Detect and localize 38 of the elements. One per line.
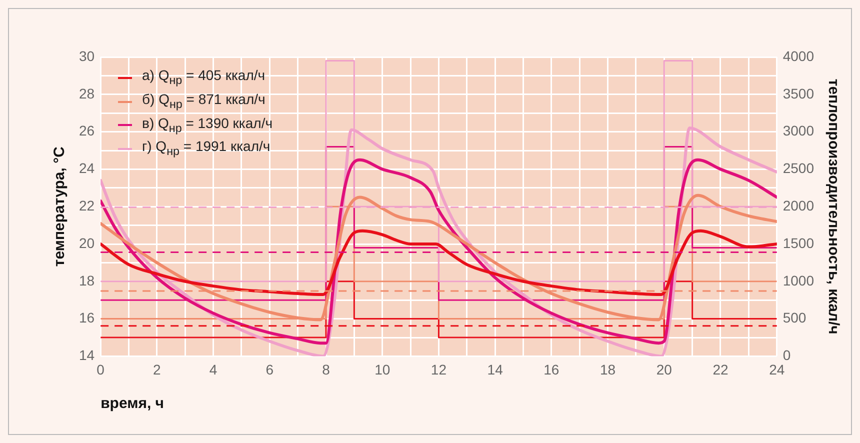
x-axis-title: время, ч bbox=[100, 395, 164, 412]
y2-tick-label: 3500 bbox=[782, 85, 814, 102]
y-tick-label: 14 bbox=[78, 347, 95, 364]
x-tick-label: 2 bbox=[153, 361, 162, 378]
y-tick-label: 16 bbox=[78, 310, 95, 326]
y-tick-label: 22 bbox=[78, 197, 95, 214]
y-tick-label: 26 bbox=[78, 122, 95, 139]
legend-label: г) Q$_{нр}$ = 1991 ккал/ч bbox=[142, 137, 270, 160]
y2-axis-title: теплопроизводительность, ккал/ч bbox=[824, 78, 842, 334]
x-tick-label: 18 bbox=[600, 361, 616, 378]
x-tick-label: 20 bbox=[656, 361, 672, 378]
x-tick-label: 10 bbox=[374, 361, 390, 378]
legend-label: в) Q$_{нр}$ = 1390 ккал/ч bbox=[142, 114, 272, 136]
x-tick-label: 0 bbox=[96, 361, 105, 378]
x-tick-label: 4 bbox=[209, 361, 218, 378]
legend-label: а) Q$_{нр}$ = 405 ккал/ч bbox=[142, 66, 266, 89]
y-tick-label: 20 bbox=[78, 234, 95, 251]
x-tick-label: 12 bbox=[430, 361, 447, 378]
x-tick-label: 22 bbox=[712, 361, 728, 378]
x-tick-label: 8 bbox=[322, 361, 330, 378]
x-tick-label: 24 bbox=[769, 361, 785, 378]
y-tick-label: 30 bbox=[78, 48, 95, 64]
y-tick-label: 24 bbox=[78, 160, 95, 176]
y-tick-label: 28 bbox=[78, 85, 95, 102]
y2-tick-label: 0 bbox=[782, 347, 791, 364]
y2-tick-label: 1000 bbox=[782, 272, 814, 288]
y2-tick-label: 2000 bbox=[782, 197, 814, 214]
y2-tick-label: 3000 bbox=[782, 122, 814, 139]
x-tick-label: 14 bbox=[487, 361, 504, 378]
y-axis-title: температура, °С bbox=[51, 146, 68, 267]
y-tick-label: 18 bbox=[78, 272, 95, 288]
y2-tick-label: 2500 bbox=[782, 160, 814, 176]
legend-label: б) Q$_{нр}$ = 871 ккал/ч bbox=[142, 90, 266, 113]
x-tick-label: 6 bbox=[266, 361, 274, 378]
x-tick-label: 16 bbox=[544, 361, 560, 378]
y2-tick-label: 500 bbox=[782, 310, 806, 326]
y2-tick-label: 4000 bbox=[782, 48, 814, 64]
y2-tick-label: 1500 bbox=[782, 234, 814, 251]
